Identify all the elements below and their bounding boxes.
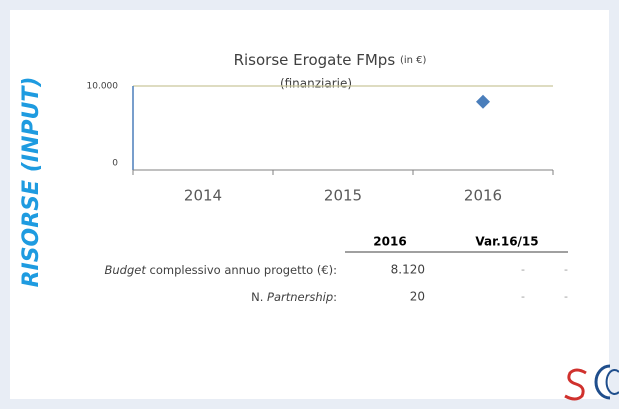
row-label: Budget complessivo annuo progetto (€): xyxy=(104,263,337,277)
table-cell: 20 xyxy=(410,290,425,304)
x-tick-label: 2014 xyxy=(184,187,222,205)
y-tick-label: 10.000 xyxy=(87,82,119,92)
title-unit: (in €) xyxy=(400,55,427,66)
title-main: Risorse Erogate FMps xyxy=(234,51,396,69)
chart-subtitle: (finanziarie) xyxy=(280,77,352,91)
side-label: RISORSE (INPUT) xyxy=(19,77,44,288)
label-part: complessivo annuo progetto (€): xyxy=(146,263,337,277)
marker xyxy=(476,94,490,109)
label-part: N. xyxy=(251,290,267,304)
label-part: Budget xyxy=(104,263,146,277)
table-cell: - xyxy=(564,290,568,303)
label-part: Partnership xyxy=(267,290,333,304)
row-label: N. Partnership: xyxy=(251,290,337,304)
table-header: Var.16/15 xyxy=(475,235,538,249)
label-part: : xyxy=(333,290,337,304)
x-tick-label: 2015 xyxy=(324,187,362,205)
panel xyxy=(10,10,609,399)
table-cell: - xyxy=(564,263,568,276)
y-tick-label: 0 xyxy=(112,159,118,169)
logo xyxy=(564,364,619,401)
table-header: 2016 xyxy=(373,235,406,249)
table-cell: - xyxy=(521,263,525,276)
table-cell: - xyxy=(521,290,525,303)
chart-title: Risorse Erogate FMps (in €) xyxy=(234,51,427,69)
table-cell: 8.120 xyxy=(391,263,425,277)
x-tick-label: 2016 xyxy=(464,187,502,205)
